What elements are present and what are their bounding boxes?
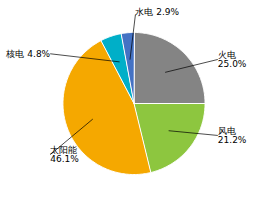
svg-text:核电 4.8%: 核电 4.8%: [5, 49, 50, 59]
svg-text:太阳能46.1%: 太阳能46.1%: [50, 145, 79, 164]
svg-text:风电21.2%: 风电21.2%: [218, 126, 247, 145]
svg-text:火电25.0%: 火电25.0%: [218, 50, 247, 69]
svg-text:水电 2.9%: 水电 2.9%: [135, 7, 179, 17]
